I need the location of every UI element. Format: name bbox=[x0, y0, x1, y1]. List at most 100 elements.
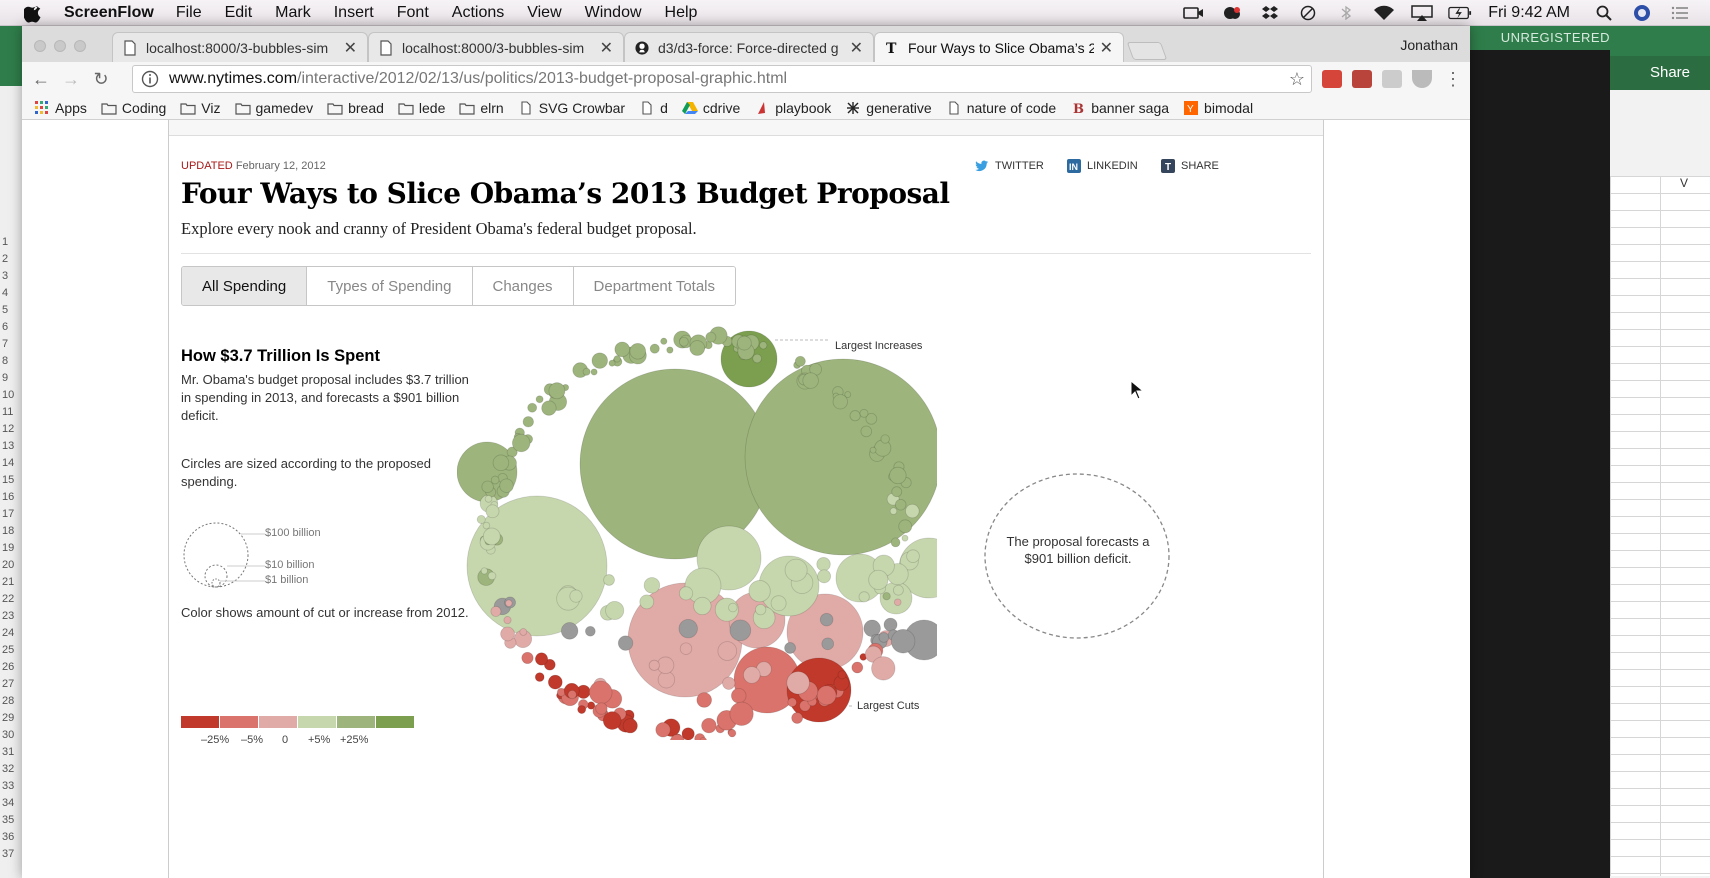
menu-app-name[interactable]: ScreenFlow bbox=[64, 3, 154, 21]
bookmark-star-icon[interactable]: ☆ bbox=[1288, 68, 1305, 89]
budget-bubble[interactable] bbox=[882, 592, 891, 601]
budget-bubble[interactable] bbox=[730, 687, 747, 704]
budget-bubble[interactable] bbox=[490, 475, 500, 485]
budget-bubble[interactable] bbox=[535, 395, 544, 404]
menu-insert[interactable]: Insert bbox=[333, 3, 374, 21]
budget-bubble[interactable] bbox=[569, 589, 583, 603]
bookmark-d[interactable]: d bbox=[639, 100, 668, 116]
budget-bubble[interactable] bbox=[744, 358, 937, 556]
budget-bubble[interactable] bbox=[858, 591, 870, 603]
budget-bubble[interactable] bbox=[521, 651, 534, 665]
budget-bubble[interactable] bbox=[534, 672, 545, 682]
budget-bubble[interactable] bbox=[541, 400, 557, 416]
budget-bubble[interactable] bbox=[466, 495, 608, 637]
budget-bubble[interactable] bbox=[770, 595, 787, 612]
budget-bubble[interactable] bbox=[590, 368, 598, 376]
back-arrow-icon[interactable]: ← bbox=[32, 69, 50, 89]
budget-bubble[interactable] bbox=[802, 372, 819, 389]
budget-bubble[interactable] bbox=[728, 602, 738, 613]
budget-bubble[interactable] bbox=[666, 346, 674, 354]
budget-bubble[interactable] bbox=[817, 569, 832, 584]
profile-name[interactable]: Jonathan bbox=[1400, 37, 1458, 53]
budget-bubble[interactable] bbox=[522, 416, 534, 428]
budget-bubble[interactable] bbox=[784, 558, 808, 582]
budget-bubble[interactable] bbox=[482, 527, 501, 546]
budget-bubble[interactable] bbox=[754, 603, 767, 616]
budget-bubble[interactable] bbox=[678, 618, 698, 639]
budget-bubble[interactable] bbox=[890, 537, 901, 548]
budget-bubble[interactable] bbox=[717, 641, 738, 661]
budget-bubble[interactable] bbox=[547, 674, 563, 690]
budget-bubble[interactable] bbox=[816, 685, 837, 706]
budget-bubble[interactable] bbox=[889, 507, 898, 515]
do-not-disturb-icon[interactable] bbox=[1296, 4, 1320, 22]
twitter-share-link[interactable]: TWITTER bbox=[975, 159, 1044, 173]
bookmark-viz[interactable]: Viz bbox=[180, 100, 221, 116]
budget-bubble[interactable] bbox=[794, 355, 806, 367]
menu-help[interactable]: Help bbox=[664, 3, 698, 21]
budget-bubble[interactable] bbox=[837, 670, 847, 680]
budget-bubble[interactable] bbox=[844, 391, 852, 398]
budget-bubble[interactable] bbox=[492, 454, 510, 472]
budget-bubble[interactable] bbox=[748, 580, 771, 603]
menu-font[interactable]: Font bbox=[396, 3, 429, 21]
budget-bubble[interactable] bbox=[696, 692, 712, 708]
bookmark-lede[interactable]: lede bbox=[398, 100, 445, 116]
share-button[interactable]: Share bbox=[1649, 64, 1690, 81]
budget-bubble[interactable] bbox=[648, 659, 660, 671]
budget-bubble[interactable] bbox=[787, 697, 797, 708]
bookmark-generative[interactable]: generative bbox=[845, 100, 932, 116]
apple-menu-icon[interactable] bbox=[24, 3, 44, 23]
extension-pocket-icon[interactable] bbox=[1412, 70, 1432, 88]
menu-mark[interactable]: Mark bbox=[275, 3, 311, 21]
budget-bubble-chart[interactable] bbox=[457, 320, 937, 740]
budget-bubble[interactable] bbox=[729, 701, 754, 726]
tumblr-share-link[interactable]: t SHARE bbox=[1161, 159, 1219, 173]
browser-menu-icon[interactable]: ⋮ bbox=[1444, 69, 1462, 89]
budget-bubble[interactable] bbox=[503, 616, 512, 625]
budget-bubble[interactable] bbox=[485, 504, 500, 519]
budget-bubble[interactable] bbox=[693, 596, 712, 616]
budget-bubble[interactable] bbox=[482, 521, 491, 530]
menubar-clock[interactable]: Fri 9:42 AM bbox=[1488, 3, 1570, 21]
info-icon[interactable] bbox=[141, 70, 159, 88]
bookmark-svg-crowbar[interactable]: SVG Crowbar bbox=[518, 100, 625, 116]
budget-bubble[interactable] bbox=[500, 626, 515, 642]
bluetooth-icon[interactable] bbox=[1334, 4, 1358, 22]
budget-bubble[interactable] bbox=[613, 355, 621, 363]
budget-bubble[interactable] bbox=[722, 676, 736, 690]
budget-bubble[interactable] bbox=[639, 594, 655, 610]
window-close-button[interactable] bbox=[34, 40, 46, 52]
bookmark-coding[interactable]: Coding bbox=[101, 100, 166, 116]
extension-calendar-icon[interactable] bbox=[1352, 70, 1372, 88]
budget-bubble[interactable] bbox=[602, 711, 622, 730]
budget-bubble[interactable] bbox=[591, 352, 608, 369]
budget-bubble[interactable] bbox=[868, 569, 889, 591]
budget-bubble[interactable] bbox=[893, 598, 902, 607]
bookmark-bread[interactable]: bread bbox=[327, 100, 384, 116]
budget-bubble[interactable] bbox=[480, 567, 488, 575]
budget-bubble[interactable] bbox=[699, 736, 707, 740]
budget-bubble[interactable] bbox=[512, 433, 531, 453]
tab-close-icon[interactable]: ✕ bbox=[849, 39, 863, 57]
budget-bubble[interactable] bbox=[901, 534, 909, 542]
menu-window[interactable]: Window bbox=[584, 3, 642, 21]
budget-bubble[interactable] bbox=[865, 413, 878, 425]
bookmark-cdrive[interactable]: cdrive bbox=[681, 100, 740, 116]
address-bar[interactable]: www.nytimes.com /interactive/2012/02/13/… bbox=[132, 65, 1312, 93]
budget-bubble[interactable] bbox=[655, 722, 671, 738]
budget-bubble[interactable] bbox=[890, 629, 916, 654]
budget-bubble[interactable] bbox=[585, 625, 596, 637]
budget-bubble[interactable] bbox=[588, 680, 613, 705]
budget-bubble[interactable] bbox=[878, 632, 890, 643]
budget-bubble[interactable] bbox=[614, 341, 630, 358]
bookmark-nature-of-code[interactable]: nature of code bbox=[946, 100, 1056, 116]
budget-bubble[interactable] bbox=[527, 402, 538, 413]
budget-bubble[interactable] bbox=[643, 577, 661, 594]
budget-bubble[interactable] bbox=[701, 717, 717, 734]
budget-bubble[interactable] bbox=[487, 571, 497, 581]
budget-bubble[interactable] bbox=[681, 727, 695, 740]
dropbox-icon[interactable] bbox=[1258, 4, 1282, 22]
menu-actions[interactable]: Actions bbox=[451, 3, 505, 21]
